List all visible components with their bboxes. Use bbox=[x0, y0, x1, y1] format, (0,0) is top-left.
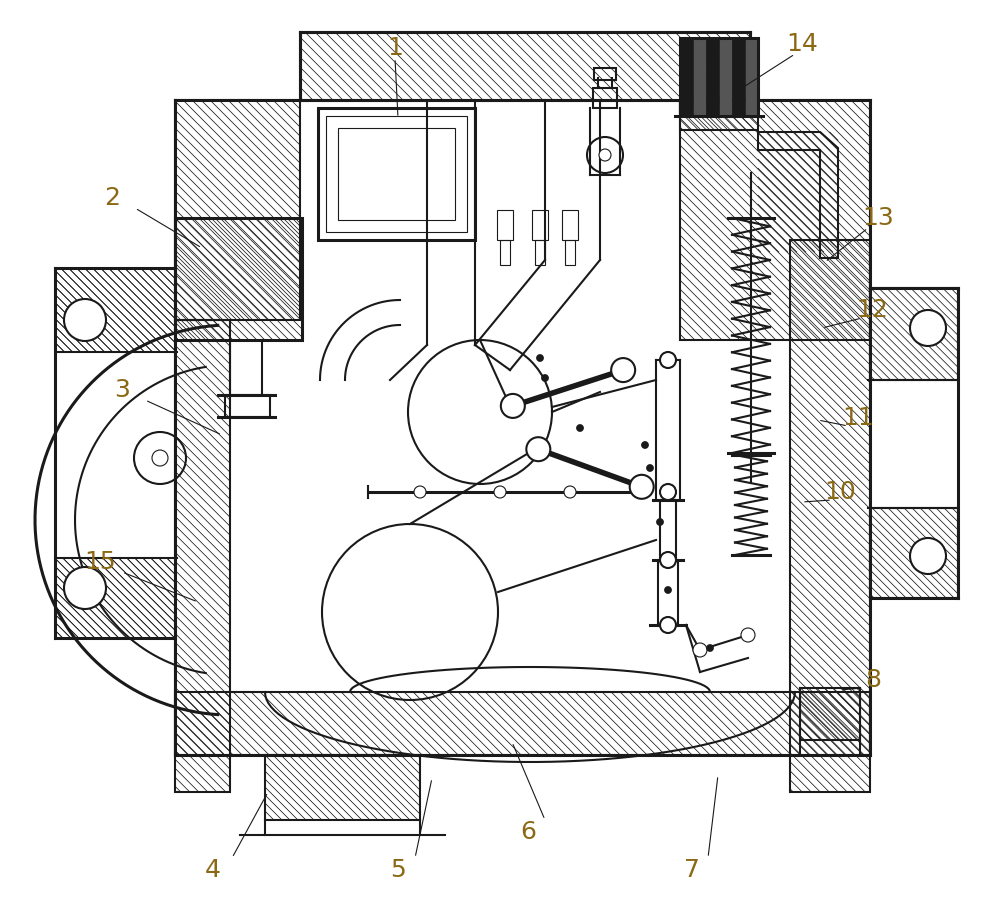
Bar bbox=[175, 100, 300, 320]
Bar bbox=[225, 395, 270, 417]
Circle shape bbox=[660, 552, 676, 568]
Bar bbox=[693, 38, 706, 116]
Circle shape bbox=[501, 394, 525, 418]
Text: 7: 7 bbox=[684, 858, 700, 882]
Bar bbox=[680, 100, 870, 340]
Text: 14: 14 bbox=[786, 32, 818, 56]
Circle shape bbox=[526, 437, 550, 461]
Bar bbox=[175, 692, 870, 755]
Bar bbox=[265, 755, 420, 820]
Text: 4: 4 bbox=[205, 858, 221, 882]
Bar bbox=[55, 558, 175, 638]
Bar bbox=[719, 38, 732, 116]
Bar bbox=[594, 68, 616, 80]
Bar bbox=[680, 38, 693, 116]
Text: 13: 13 bbox=[862, 206, 894, 230]
Bar bbox=[870, 288, 958, 380]
Text: 3: 3 bbox=[114, 378, 130, 402]
Bar bbox=[593, 88, 617, 108]
Bar bbox=[532, 210, 548, 240]
Bar bbox=[562, 210, 578, 240]
Bar bbox=[680, 100, 758, 130]
Text: 15: 15 bbox=[84, 550, 116, 574]
Text: 2: 2 bbox=[104, 186, 120, 210]
Circle shape bbox=[706, 645, 714, 651]
Circle shape bbox=[494, 486, 506, 498]
Bar bbox=[175, 320, 230, 792]
Circle shape bbox=[660, 352, 676, 368]
Bar bbox=[790, 240, 870, 792]
Circle shape bbox=[611, 358, 635, 382]
Text: 1: 1 bbox=[387, 36, 403, 60]
Text: 11: 11 bbox=[842, 406, 874, 430]
Circle shape bbox=[64, 567, 106, 609]
Bar bbox=[300, 32, 750, 100]
Bar bbox=[565, 240, 575, 265]
Circle shape bbox=[630, 475, 654, 499]
Circle shape bbox=[664, 587, 672, 593]
Circle shape bbox=[536, 355, 544, 361]
Bar bbox=[175, 218, 302, 340]
Circle shape bbox=[910, 538, 946, 574]
Text: 8: 8 bbox=[865, 668, 881, 692]
Bar bbox=[706, 38, 719, 116]
Bar bbox=[535, 240, 545, 265]
Circle shape bbox=[414, 486, 426, 498]
Bar bbox=[497, 210, 513, 240]
Circle shape bbox=[564, 486, 576, 498]
Text: 5: 5 bbox=[390, 858, 406, 882]
Circle shape bbox=[64, 299, 106, 341]
Bar bbox=[55, 268, 175, 352]
Text: 10: 10 bbox=[824, 480, 856, 504]
Bar bbox=[732, 38, 745, 116]
Circle shape bbox=[542, 374, 548, 381]
Circle shape bbox=[656, 518, 664, 525]
Circle shape bbox=[599, 149, 611, 161]
Circle shape bbox=[642, 441, 648, 448]
Bar bbox=[745, 38, 758, 116]
Bar bbox=[318, 108, 475, 240]
Circle shape bbox=[693, 643, 707, 657]
Bar bbox=[800, 688, 860, 740]
Bar bbox=[500, 240, 510, 265]
Bar bbox=[338, 128, 455, 220]
Text: 6: 6 bbox=[520, 820, 536, 844]
Circle shape bbox=[660, 617, 676, 633]
Text: 12: 12 bbox=[856, 298, 888, 322]
Bar bbox=[680, 38, 758, 116]
Circle shape bbox=[646, 465, 654, 471]
Circle shape bbox=[741, 628, 755, 642]
Bar bbox=[870, 508, 958, 598]
Circle shape bbox=[660, 484, 676, 500]
Circle shape bbox=[576, 425, 584, 432]
Circle shape bbox=[910, 310, 946, 346]
Bar bbox=[326, 116, 467, 232]
